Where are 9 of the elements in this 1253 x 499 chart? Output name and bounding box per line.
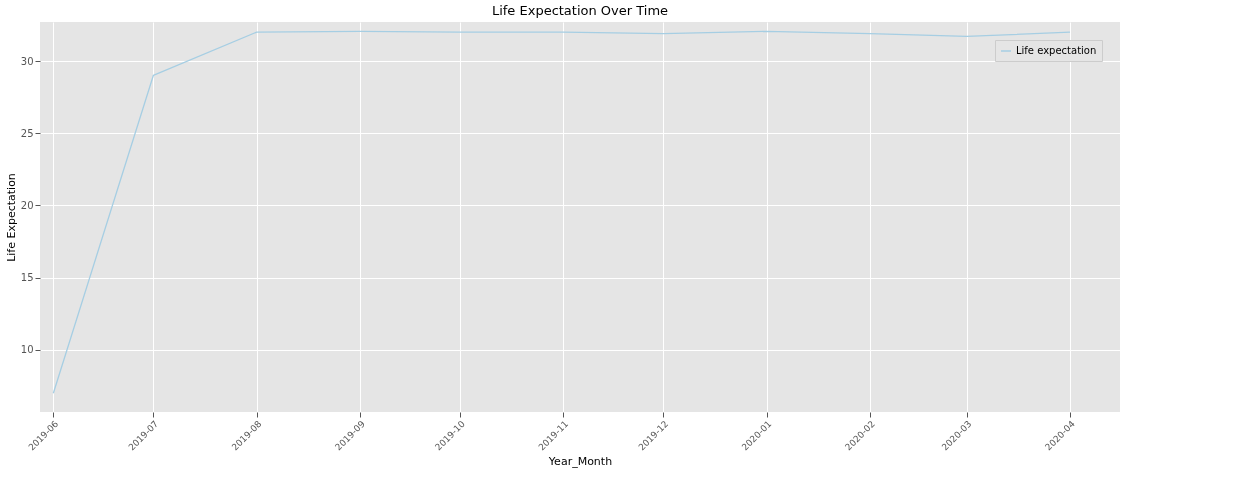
x-axis-title: Year_Month [547,455,613,469]
chart-title: Life Expectation Over Time [491,3,669,18]
y-tick-label: 20 [20,199,34,211]
y-axis-title: Life Expectation [4,173,18,262]
y-tick-label: 25 [20,127,34,139]
y-tick-label: 15 [20,272,34,284]
y-tick-label: 10 [20,344,34,356]
y-tick-label: 30 [20,55,34,67]
legend-label: Life expectation [1016,45,1097,56]
